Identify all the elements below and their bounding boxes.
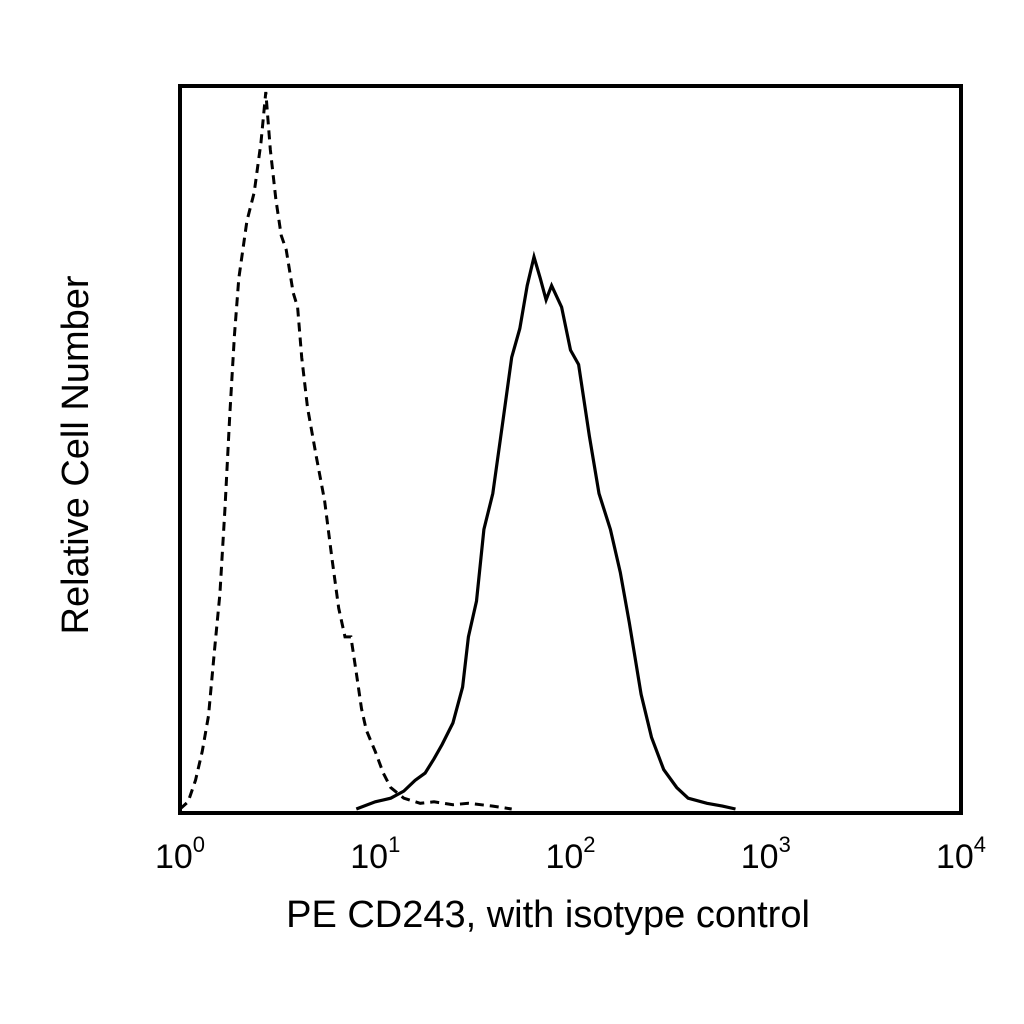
x-tick-labels: 100 101 102 103 104: [155, 832, 986, 876]
plot-area: [180, 86, 961, 813]
x-tick-label: 100: [155, 832, 205, 876]
x-tick-label: 102: [545, 832, 595, 876]
y-axis-title: Relative Cell Number: [55, 275, 97, 634]
isotype-control-trace: [179, 91, 512, 811]
pe-cd243-trace: [355, 250, 736, 811]
series-layer: [179, 91, 736, 811]
x-tick-label: 101: [350, 832, 400, 876]
x-tick-label: 103: [741, 832, 791, 876]
plot-frame: [178, 84, 963, 815]
x-tick-label: 104: [936, 832, 986, 876]
x-axis-title: PE CD243, with isotype control: [286, 894, 810, 936]
